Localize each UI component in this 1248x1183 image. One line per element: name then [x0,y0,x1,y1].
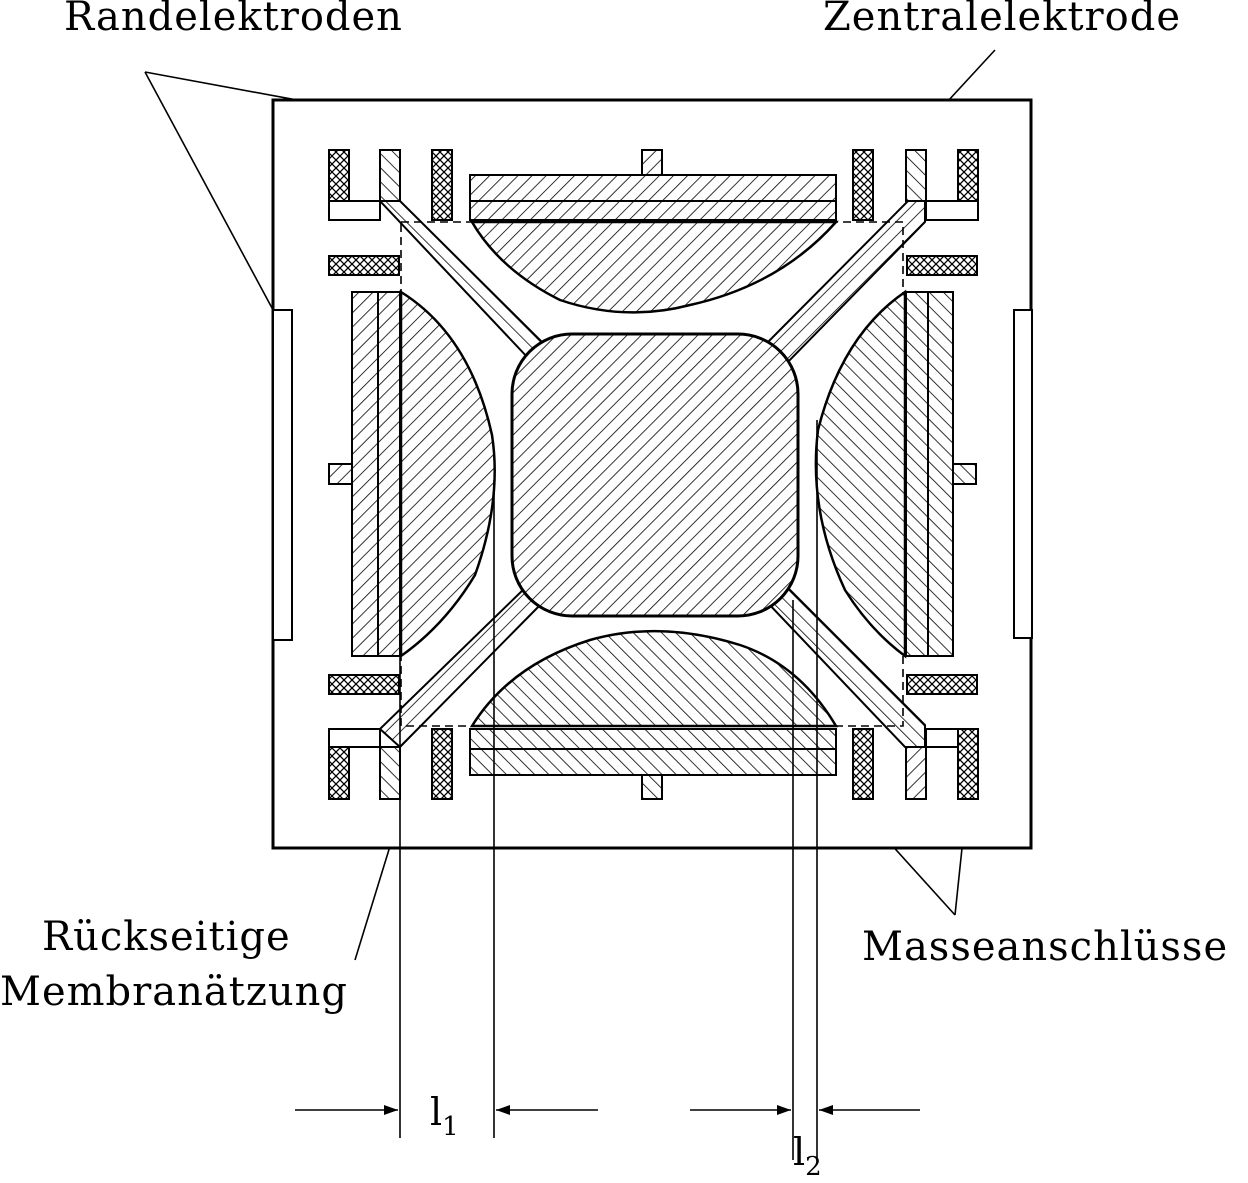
central-electrode-arms [377,200,926,749]
left-slot [272,309,293,641]
dimension-lines [399,420,818,1160]
label-masseanschluesse: Masseanschlüsse [862,924,1228,970]
lens-electrodes [399,220,907,728]
contact-pads [328,149,979,800]
edge-electrodes [328,149,977,800]
central-electrode [510,332,800,618]
dimension-l1: l1 [430,1090,459,1142]
label-membranaetzung: Membranätzung [0,969,348,1015]
label-rueckseitige: Rückseitige [42,914,291,960]
dimension-l2: l2 [793,1130,822,1182]
label-randelektroden: Randelektroden [64,0,403,40]
label-zentralelektrode: Zentralelektrode [823,0,1181,40]
right-slot [1013,309,1033,639]
